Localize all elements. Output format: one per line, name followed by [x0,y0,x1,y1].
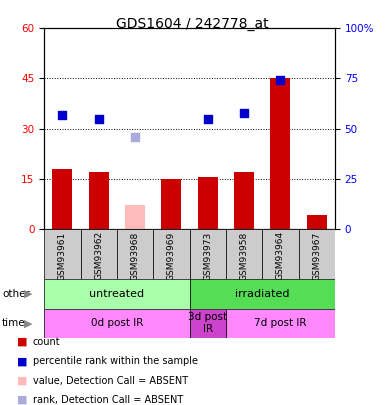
Bar [190,229,226,279]
Text: count: count [33,337,60,347]
Bar [117,229,153,279]
Text: GSM93973: GSM93973 [203,231,212,281]
Bar [44,229,80,279]
Bar [270,79,290,229]
Text: ■: ■ [17,376,28,386]
Bar [80,229,117,279]
Bar [234,172,254,229]
Bar [125,205,145,229]
Bar [190,279,335,309]
Bar [153,229,190,279]
Text: 0d post IR: 0d post IR [91,318,143,328]
Point [205,115,211,122]
Text: irradiated: irradiated [235,289,290,299]
Bar [44,279,190,309]
Text: GSM93962: GSM93962 [94,231,103,281]
Text: ■: ■ [17,356,28,366]
Point [132,133,138,140]
Text: ▶: ▶ [24,318,32,328]
Bar [226,229,262,279]
Text: percentile rank within the sample: percentile rank within the sample [33,356,198,366]
Text: GSM93967: GSM93967 [312,231,321,281]
Text: ▶: ▶ [24,289,32,299]
Text: GSM93968: GSM93968 [131,231,140,281]
Point [59,111,65,118]
Bar [44,309,190,338]
Bar [161,179,181,229]
Bar [262,229,299,279]
Bar [226,309,335,338]
Bar [198,177,218,229]
Text: ■: ■ [17,395,28,405]
Text: 3d post
IR: 3d post IR [188,312,227,334]
Text: untreated: untreated [89,289,144,299]
Point [241,109,247,116]
Text: 7d post IR: 7d post IR [254,318,307,328]
Point [277,77,283,84]
Bar [190,309,226,338]
Text: value, Detection Call = ABSENT: value, Detection Call = ABSENT [33,376,188,386]
Bar [89,172,109,229]
Text: GSM93961: GSM93961 [58,231,67,281]
Text: GSM93969: GSM93969 [167,231,176,281]
Text: time: time [2,318,25,328]
Text: GDS1604 / 242778_at: GDS1604 / 242778_at [116,17,269,31]
Bar [52,168,72,229]
Text: GSM93964: GSM93964 [276,231,285,281]
Point [96,115,102,122]
Text: rank, Detection Call = ABSENT: rank, Detection Call = ABSENT [33,395,183,405]
Text: GSM93958: GSM93958 [239,231,249,281]
Bar [307,215,327,229]
Text: other: other [2,289,30,299]
Bar [299,229,335,279]
Text: ■: ■ [17,337,28,347]
